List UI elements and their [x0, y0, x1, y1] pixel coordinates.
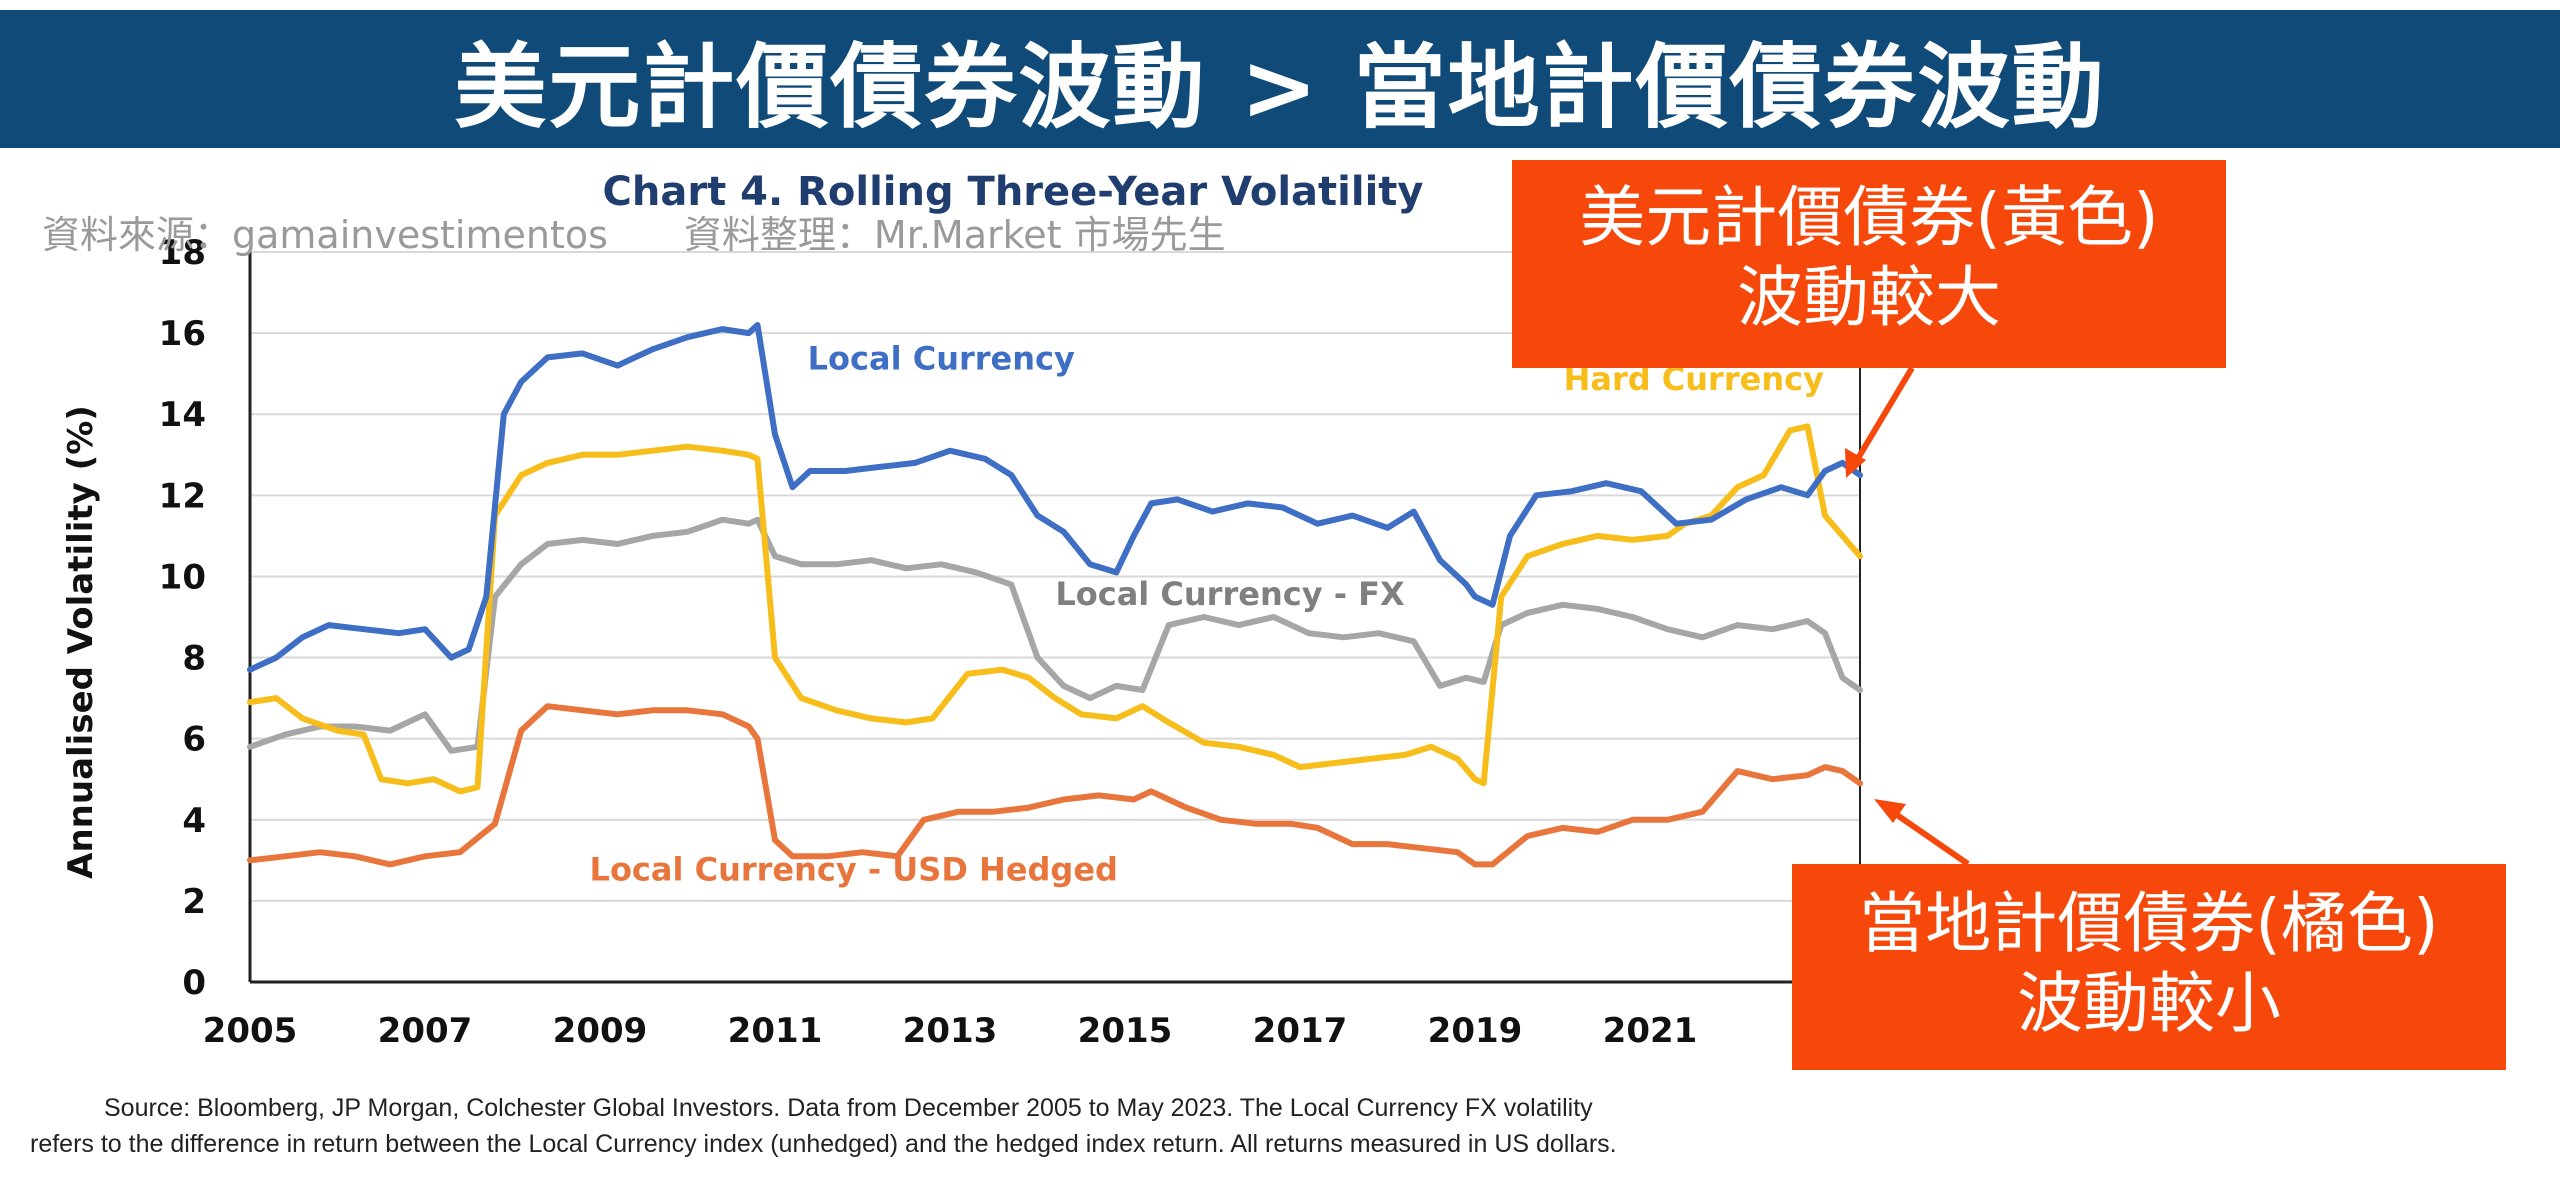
- y-axis-label: Annualised Volatility (%): [61, 405, 101, 879]
- callout-top-arrowhead: [1845, 448, 1866, 478]
- x-tick-label: 2007: [378, 1011, 473, 1051]
- series-line-local-currency-fx: [247, 516, 1863, 754]
- series-lines: [247, 322, 1863, 868]
- x-tick-label: 2009: [553, 1011, 648, 1051]
- y-tick-label: 0: [182, 963, 206, 1003]
- x-tick-label: 2011: [728, 1011, 823, 1051]
- y-tick-label: 16: [159, 314, 206, 354]
- hard-callout-line2: 波動較大: [1737, 259, 2001, 336]
- x-tick-label: 2019: [1428, 1011, 1523, 1051]
- x-tick-label: 2005: [203, 1011, 298, 1051]
- x-tick-label: 2015: [1078, 1011, 1173, 1051]
- callout-top-arrow: [1848, 366, 1915, 472]
- chart-title: Chart 4. Rolling Three-Year Volatility: [603, 169, 1424, 215]
- series-label: Local Currency - USD Hedged: [590, 851, 1118, 889]
- banner-title: 美元計價債券波動 > 當地計價債券波動: [454, 33, 2106, 141]
- series-label: Local Currency: [808, 340, 1075, 378]
- axes: 0 2 4 6 8 10 12 14 16 18 2005 2007 2009 2011 2013 2015 2…: [159, 233, 1861, 1051]
- y-tick-label: 14: [159, 395, 206, 435]
- callout-bottom-arrowhead: [1874, 799, 1906, 823]
- y-tick-label: 10: [159, 557, 206, 597]
- title-banner: 美元計價債券波動 > 當地計價債券波動: [0, 10, 2560, 148]
- local-callout-line2: 波動較小: [2017, 965, 2281, 1042]
- x-tick-label: 2013: [903, 1011, 998, 1051]
- x-tick-label: 2021: [1603, 1011, 1698, 1051]
- source-line: 資料來源：gamainvestimentos 資料整理：Mr.Market 市場先…: [42, 204, 1302, 259]
- organizer-text: 資料整理：Mr.Market 市場先生: [683, 213, 1226, 257]
- footnote-line-2: refers to the difference in return betwe…: [30, 1130, 1617, 1158]
- data-source-text: 資料來源：gamainvestimentos: [42, 213, 608, 257]
- footnote-line-1: Source: Bloomberg, JP Morgan, Colchester…: [104, 1094, 1593, 1122]
- y-tick-label: 8: [182, 639, 206, 679]
- series-line-local-currency: [247, 322, 1863, 673]
- y-tick-label: 12: [159, 476, 206, 516]
- y-tick-label: 6: [182, 720, 206, 760]
- y-tick-label: 2: [182, 882, 206, 922]
- local-callout-line1: 當地計價債券(橘色): [1859, 885, 2439, 962]
- y-tick-label: 18: [159, 233, 206, 273]
- series-line-local-currency-usd-hedged: [247, 703, 1863, 868]
- hard-currency-callout: 美元計價債券(黃色) 波動較大: [1512, 160, 2226, 368]
- y-tick-label: 4: [182, 801, 206, 841]
- local-currency-callout: 當地計價債券(橘色) 波動較小: [1792, 864, 2506, 1070]
- x-tick-label: 2017: [1253, 1011, 1348, 1051]
- series-label: Local Currency - FX: [1055, 575, 1405, 613]
- hard-callout-line1: 美元計價債券(黃色): [1579, 179, 2159, 256]
